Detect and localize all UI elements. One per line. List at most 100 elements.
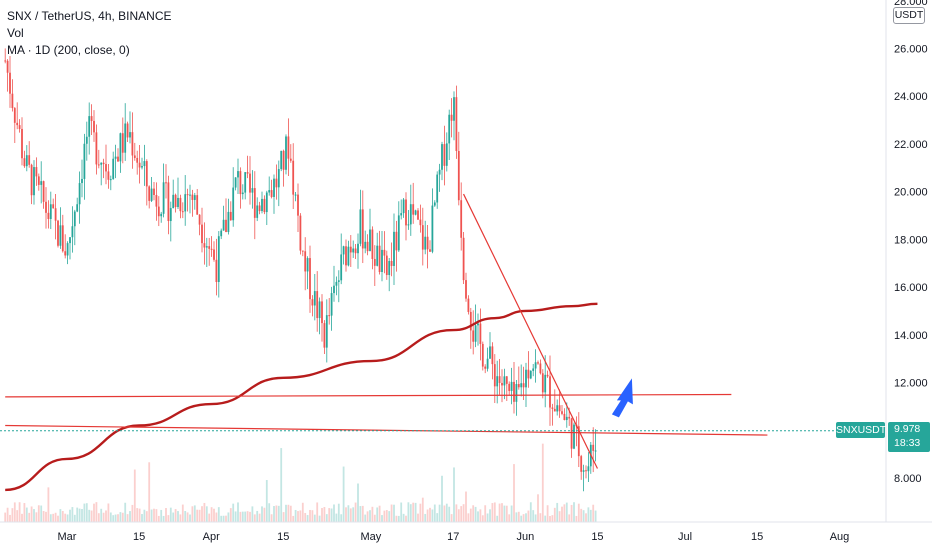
candle: [409, 184, 412, 236]
volume-bar: [570, 504, 573, 522]
volume-bar: [381, 515, 383, 522]
candle: [150, 176, 153, 203]
volume-bar: [263, 507, 266, 522]
candle: [229, 201, 232, 221]
candle: [208, 237, 211, 266]
volume-bar: [513, 464, 515, 522]
candle: [481, 341, 484, 371]
last-price-label: 9.978 18:33: [888, 422, 930, 452]
candle: [179, 194, 182, 219]
candle: [198, 214, 201, 236]
candle: [532, 363, 535, 377]
candle: [306, 256, 309, 290]
symbol-title[interactable]: SNX / TetherUS, 4h, BINANCE: [7, 9, 172, 23]
volume-bar: [304, 512, 307, 522]
candle: [321, 294, 323, 342]
volume-bar: [491, 503, 494, 522]
volume-bar: [52, 513, 55, 522]
time-tick-label: 15: [133, 531, 145, 543]
trendlines[interactable]: [5, 193, 768, 469]
volume-bar: [450, 514, 453, 522]
candle: [265, 190, 268, 226]
volume-indicator-label[interactable]: Vol: [7, 26, 24, 40]
candle: [249, 156, 251, 205]
volume-bar: [97, 513, 100, 522]
candle: [589, 441, 592, 474]
volume-bar: [335, 513, 338, 522]
volume-bar: [573, 502, 575, 522]
volume-bar: [349, 508, 352, 522]
candle: [181, 202, 184, 219]
candle: [100, 162, 103, 186]
candle: [160, 211, 163, 223]
price-tick-label: 22.000: [894, 139, 928, 151]
candle: [484, 364, 487, 374]
candle: [465, 272, 467, 302]
time-axis[interactable]: Mar 15 Apr 15 May 17 Jun 15 Jul 15 Aug: [0, 521, 932, 543]
volume-bar: [402, 513, 405, 522]
volume-bar: [160, 509, 163, 522]
volume-bar: [297, 511, 299, 522]
volume-bar: [445, 503, 448, 522]
volume-bar: [222, 515, 225, 522]
candle: [378, 230, 381, 275]
candle: [429, 240, 431, 252]
volume-bar: [213, 508, 215, 522]
up-arrow-icon[interactable]: [611, 378, 633, 418]
volume-bar: [585, 513, 587, 522]
candle: [97, 149, 100, 169]
candle: [145, 159, 148, 206]
time-tick-label: Jul: [678, 531, 692, 543]
volume-bar: [30, 506, 33, 522]
candle: [292, 143, 295, 209]
volume-bar: [477, 511, 479, 522]
candle: [402, 197, 405, 218]
candle: [78, 171, 81, 224]
trendline[interactable]: [5, 393, 732, 398]
volume-bar: [184, 510, 187, 522]
trendline[interactable]: [463, 193, 598, 469]
candle: [280, 150, 283, 172]
volume-bar: [309, 509, 311, 522]
volume-bar: [551, 515, 554, 522]
candle: [457, 131, 460, 206]
volume-bar: [436, 513, 439, 522]
candle: [335, 276, 338, 296]
candle: [347, 240, 350, 267]
volume-bar: [407, 502, 410, 522]
volume-bar: [78, 508, 81, 522]
trendline[interactable]: [5, 424, 768, 436]
volume-bar: [37, 505, 40, 522]
candle: [369, 208, 371, 252]
volume-bar: [479, 509, 482, 522]
candle: [227, 198, 230, 235]
ma-indicator-label[interactable]: MA · 1D (200, close, 0): [7, 43, 130, 57]
volume-bar: [563, 504, 566, 522]
volume-bar: [261, 506, 263, 522]
candle: [594, 429, 597, 462]
volume-bar: [354, 502, 357, 522]
volume-bar: [429, 507, 431, 522]
currency-unit-badge[interactable]: USDT: [893, 7, 925, 24]
candle: [28, 141, 31, 168]
volume-bar: [467, 513, 470, 522]
volume-bar: [421, 497, 424, 522]
candle: [294, 192, 297, 202]
volume-bar: [376, 507, 379, 522]
candle: [517, 366, 520, 390]
volume-bar: [225, 515, 227, 522]
volume-bar: [431, 509, 434, 522]
candle: [455, 85, 458, 159]
candle: [220, 228, 223, 240]
volume-bar: [453, 467, 455, 522]
candle: [35, 157, 38, 186]
volume-bar: [474, 506, 477, 522]
volume-bar: [419, 503, 422, 522]
candle: [472, 310, 475, 355]
volume-bar: [153, 508, 155, 522]
candle: [421, 207, 424, 266]
volume-bar: [301, 502, 304, 522]
candle: [193, 192, 196, 210]
volume-bar: [4, 512, 7, 522]
